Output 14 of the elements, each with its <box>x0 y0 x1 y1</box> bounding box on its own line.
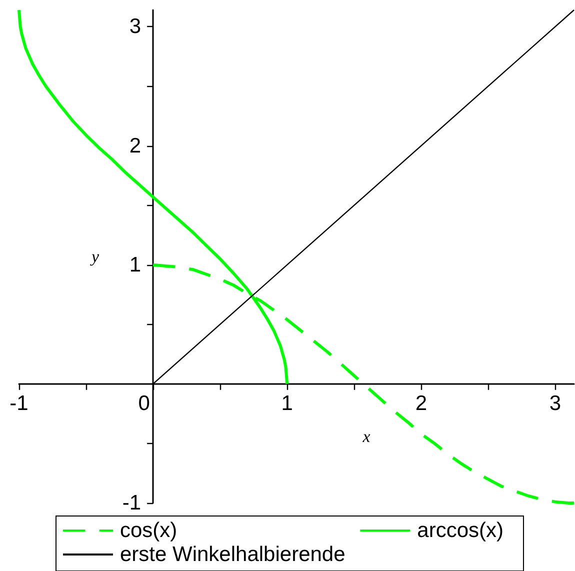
y-tick-label: 3 <box>129 15 142 38</box>
y-tick-label: 2 <box>129 134 142 158</box>
legend-label: cos(x) <box>120 519 178 542</box>
legend-label: erste Winkelhalbierende <box>120 543 346 566</box>
y-tick-label: -1 <box>122 492 142 514</box>
x-tick-label: 1 <box>281 392 293 415</box>
x-tick-label: 2 <box>415 392 428 415</box>
y-axis-title: y <box>90 247 100 266</box>
x-tick-label: -1 <box>10 392 28 415</box>
y-tick-label: 1 <box>129 253 142 276</box>
x-tick-label: 0 <box>138 392 150 415</box>
legend-label: arccos(x) <box>417 519 504 542</box>
x-axis-title: x <box>362 426 371 446</box>
x-tick-label: 3 <box>549 392 562 415</box>
